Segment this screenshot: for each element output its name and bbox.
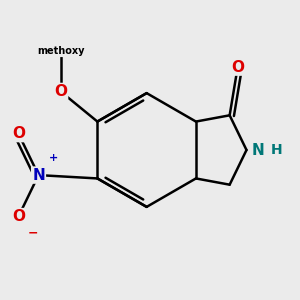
Text: O: O (231, 60, 244, 75)
Text: −: − (28, 227, 38, 240)
Text: N: N (252, 142, 265, 158)
Text: H: H (271, 143, 282, 157)
Text: O: O (54, 84, 67, 99)
Text: methoxy: methoxy (37, 46, 84, 56)
Text: O: O (12, 209, 25, 224)
Text: +: + (49, 153, 58, 164)
Text: O: O (12, 126, 25, 141)
Text: N: N (32, 168, 45, 183)
